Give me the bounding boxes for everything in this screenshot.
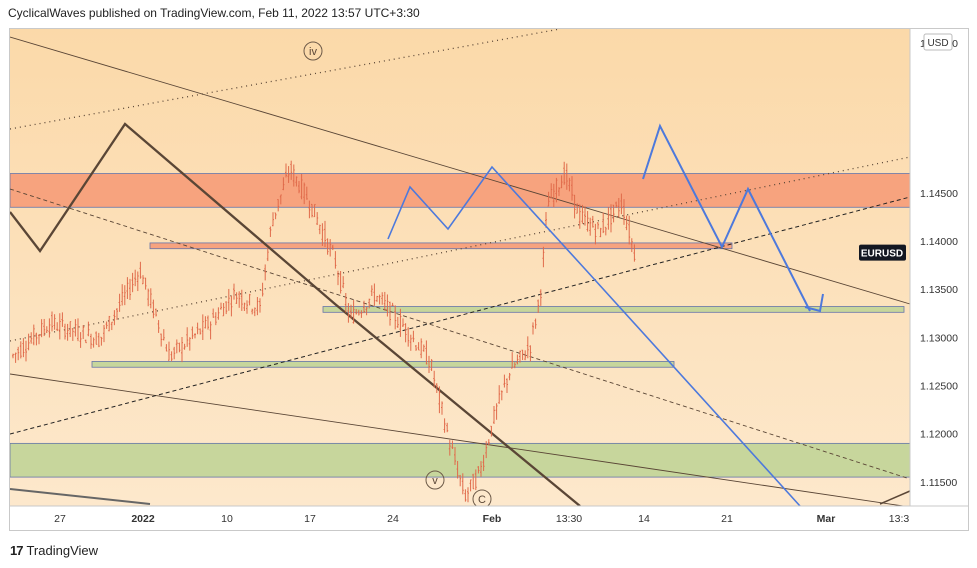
time-tick-label: 2022 <box>131 513 155 525</box>
support-zone <box>91 361 675 368</box>
time-tick-label: 13:3 <box>889 513 910 525</box>
time-tick-label: 21 <box>721 513 733 525</box>
price-axis: 1.11500 1.12000 1.12500 1.13000 1.13500 1.140… <box>909 29 968 506</box>
channel-upper-line <box>9 36 911 305</box>
chart-background <box>10 29 910 506</box>
time-tick-label: Feb <box>483 513 502 525</box>
wave-label-circle-iv <box>303 41 323 61</box>
time-tick-label: 24 <box>387 513 399 525</box>
time-axis: 27 2022 10 17 24 Feb 13:30 14 21 Mar 13:3 <box>10 505 968 530</box>
wave-label-iv: iv <box>309 46 317 58</box>
projection-main-path <box>642 123 811 312</box>
publish-header: CyclicalWaves published on TradingView.c… <box>8 6 420 20</box>
time-axis-bg <box>10 506 968 530</box>
mid-dashed-line <box>9 188 911 480</box>
resistance-zone <box>9 173 911 208</box>
price-tick-label: 1.12500 <box>920 381 958 393</box>
time-tick-label: 14 <box>638 513 650 525</box>
rising-dashed-line <box>9 196 911 435</box>
last-price-badge <box>859 244 906 261</box>
projection-alt-path <box>387 165 801 507</box>
chart-frame[interactable]: iv v C 1.11500 1.12000 1.12500 1.13000 1.13500 1… <box>9 28 969 531</box>
currency-label: USD <box>927 38 948 49</box>
tradingview-logo-icon[interactable]: 17 <box>10 543 24 558</box>
channel-lower-line <box>9 373 911 508</box>
wave-label-circle-v <box>425 470 445 490</box>
time-tick-label: 27 <box>54 513 66 525</box>
price-tick-label: 1.14500 <box>920 188 958 200</box>
price-axis-bg <box>910 29 968 506</box>
wave-label-C: C <box>478 494 486 506</box>
upper-dotted-line <box>9 28 561 130</box>
bottom-left-line <box>9 488 151 505</box>
projection-arrow-head <box>804 293 824 313</box>
lower-dotted-line <box>9 156 911 342</box>
time-tick-label: 10 <box>221 513 233 525</box>
last-price-label: EURUSD <box>861 249 903 260</box>
price-tick-label: 1.11500 <box>920 477 957 489</box>
price-tick-label: 1.12000 <box>920 429 958 441</box>
support-zone <box>9 442 911 478</box>
footer: 17 TradingView <box>10 543 98 558</box>
bottom-right-line <box>879 490 911 505</box>
price-chart[interactable]: ivvC1.115001.120001.125001.130001.135001… <box>9 28 968 530</box>
price-tick-label: 1.13000 <box>920 332 958 344</box>
price-tick-label: 1.13500 <box>920 284 958 296</box>
support-zone <box>322 306 905 313</box>
resistance-zone <box>149 242 733 250</box>
elliott-wave-line <box>9 122 581 507</box>
time-tick-label: 17 <box>304 513 316 525</box>
time-tick-label: 13:30 <box>556 513 582 525</box>
price-tick-label: 1.14000 <box>920 236 958 248</box>
time-tick-label: Mar <box>817 513 836 525</box>
candles-group <box>12 160 636 503</box>
footer-brand[interactable]: TradingView <box>26 543 99 558</box>
wave-label-v: v <box>432 475 438 487</box>
currency-badge <box>923 33 953 51</box>
